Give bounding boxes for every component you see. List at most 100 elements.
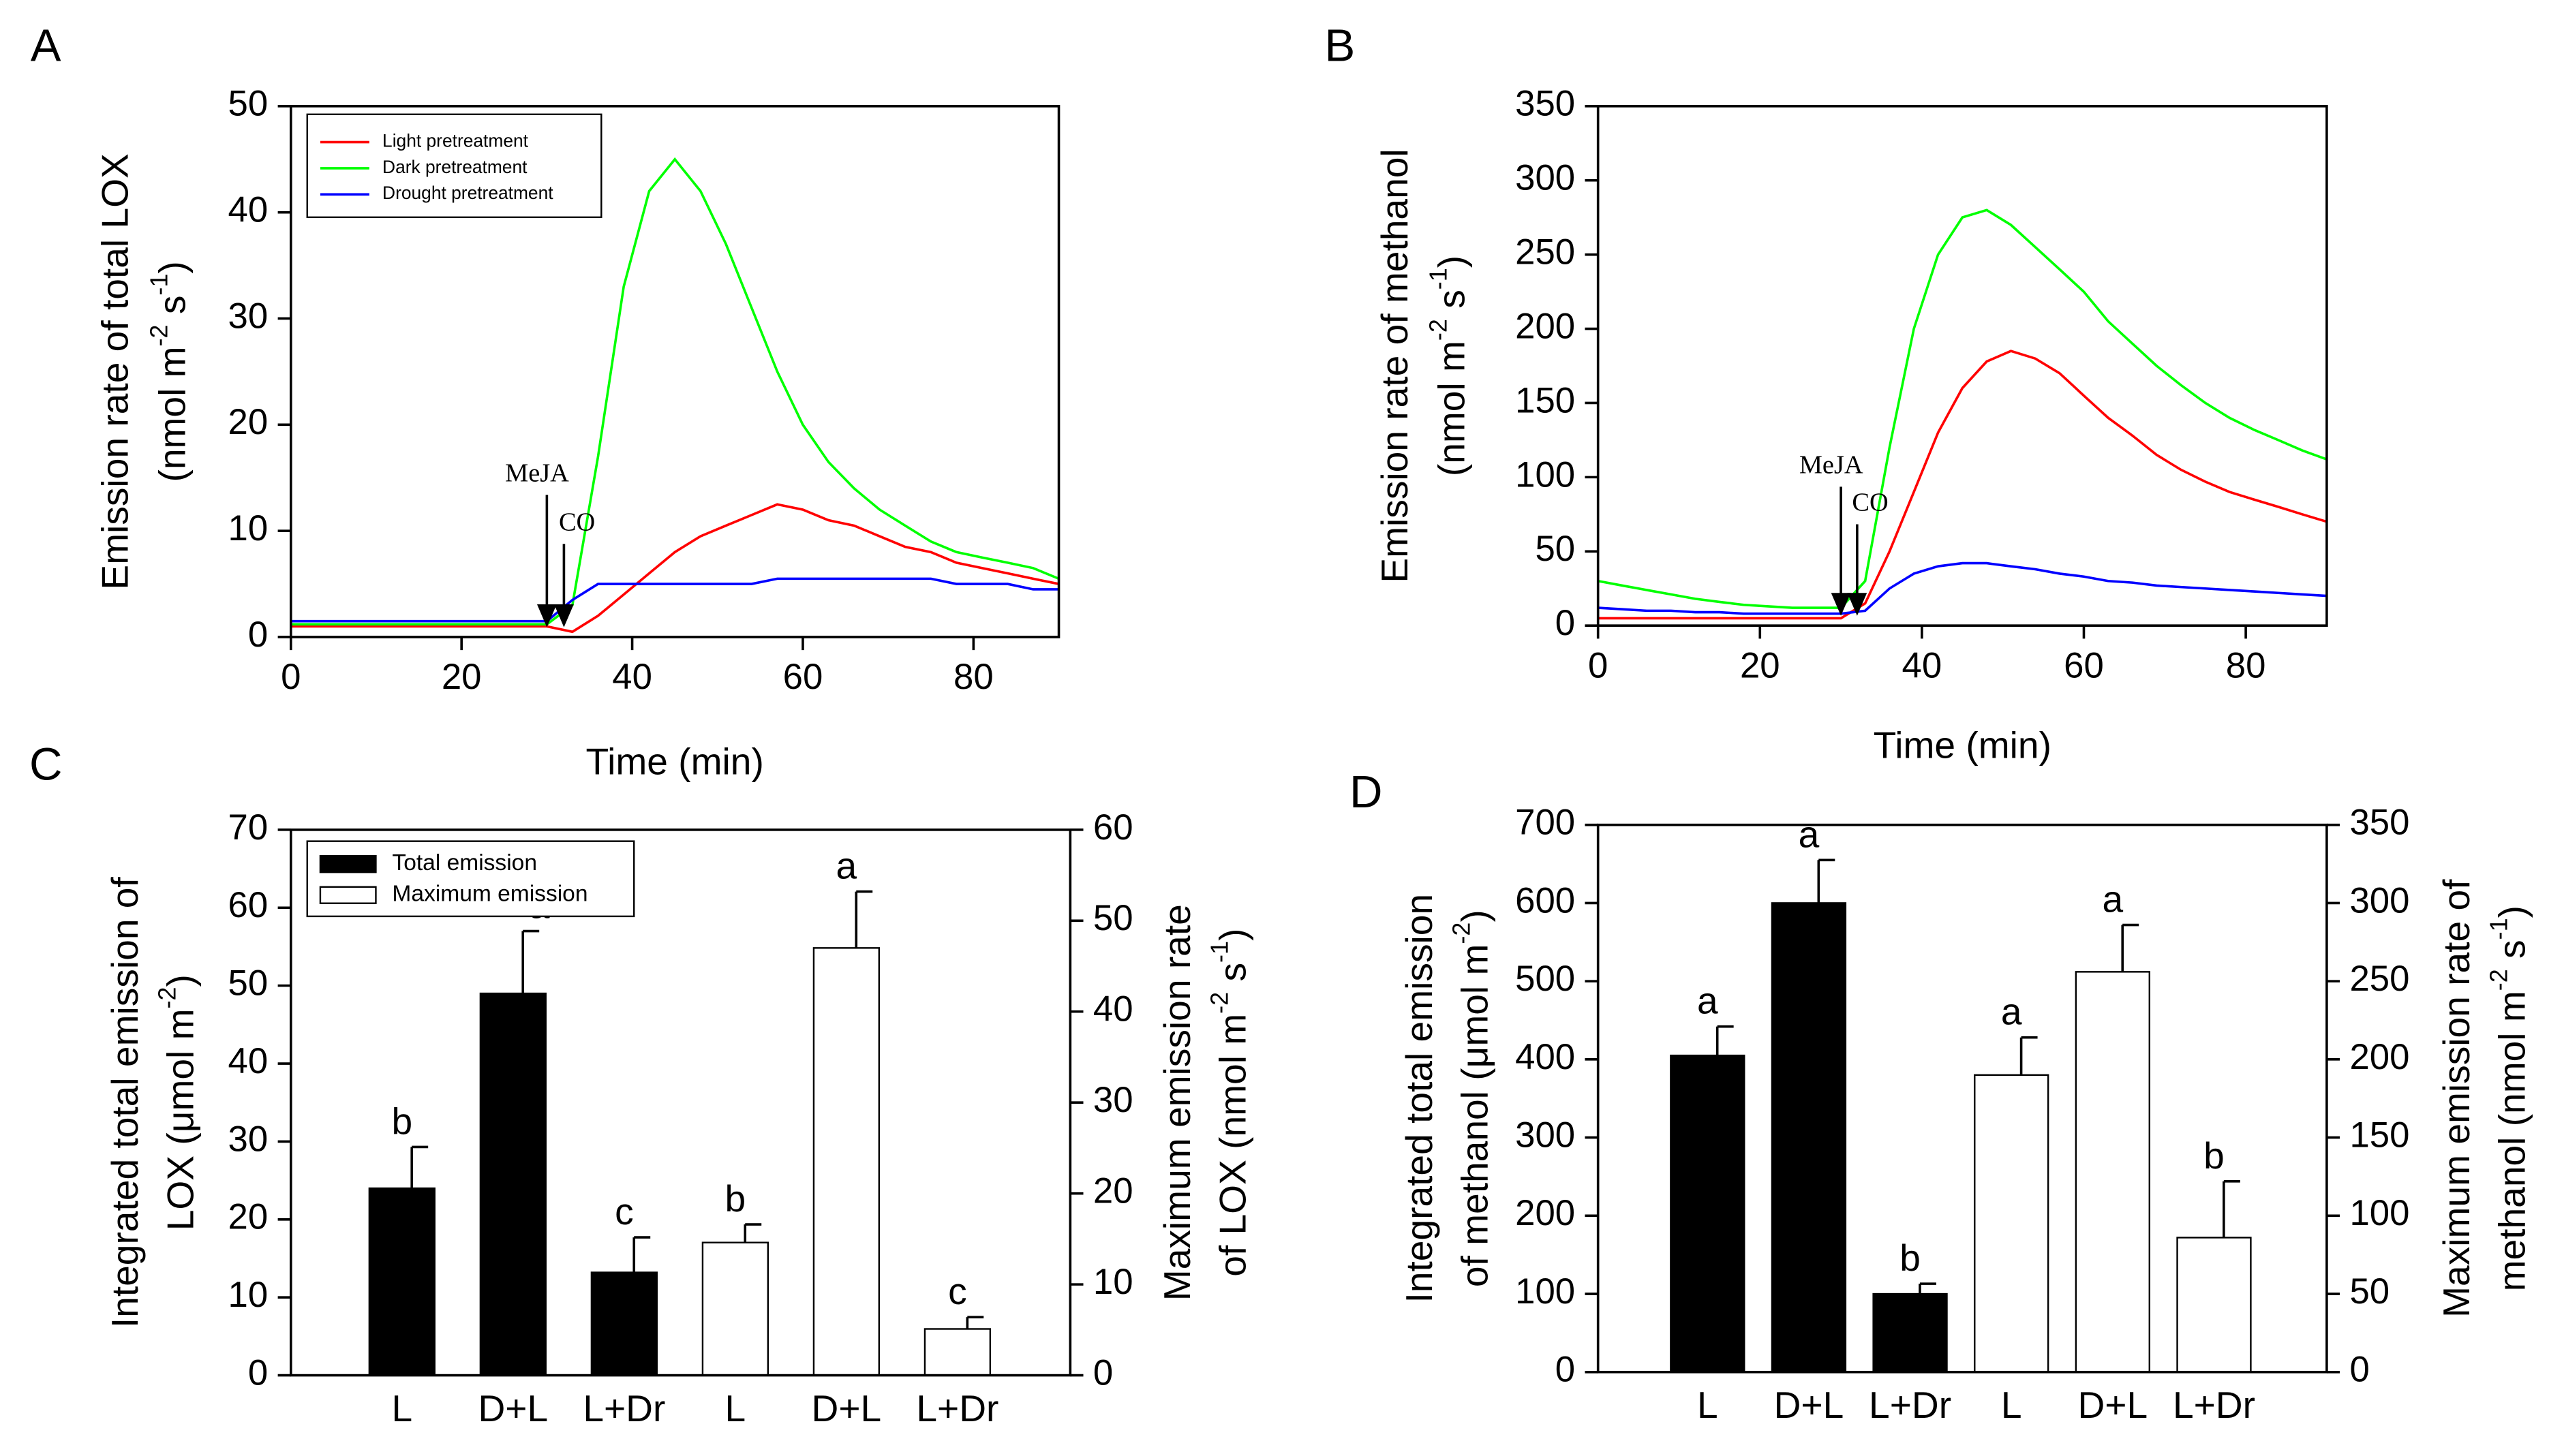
arrow-head [536,604,557,628]
superscript: -2 [2485,969,2513,991]
title-part: Maximum emission rate of [2435,879,2477,1318]
x-tick-label: L [725,1387,746,1429]
significance-letter: a [836,845,857,887]
axis-title: LOX (μmol m-2) [153,974,202,1230]
y-tick-label: 30 [228,1119,269,1159]
axis-title-text: Emission rate of total LOX [93,153,136,589]
y-tick-label: 50 [1535,529,1575,569]
title-part: Emission rate of total LOX [93,153,136,589]
title-part: ) [1430,255,1472,268]
x-tick-label: L [2001,1384,2022,1426]
axis-title: (nmol m-2 s-1) [1424,255,1473,476]
x-tick-label: D+L [478,1387,548,1429]
legend-label: Light pretreatment [382,131,529,151]
plot-frame [289,828,1072,1377]
x-tick-label: D+L [812,1387,882,1429]
y-tick-label: 0 [1555,1350,1575,1390]
y-tick-label: 300 [1515,158,1575,198]
legend-label: Total emission [392,850,537,876]
arrow-head [1847,593,1867,616]
y-tick-label: 100 [1515,454,1575,495]
title-part: s [2490,940,2533,969]
y-tick-label: 20 [228,402,269,442]
y2-tick-label: 150 [2349,1115,2409,1156]
y-tick-label: 10 [228,508,269,548]
line-series [1598,208,2327,609]
superscript: -2 [1447,923,1475,944]
title-part: s [1430,290,1472,319]
axis-title: methanol (nmol m-2 s-1) [2485,905,2533,1291]
y-tick-label: 30 [228,296,269,336]
plot-frame [1596,823,2328,1374]
title-part: Integrated total emission of [104,877,146,1329]
legend-box [306,113,602,219]
x-tick-label: 40 [612,657,652,697]
y-tick-label: 100 [1515,1271,1575,1312]
superscript: -2 [153,987,181,1009]
axis-title-text: of LOX (nmol m-2 s-1) [1205,929,1253,1277]
y2-tick-label: 100 [2349,1193,2409,1233]
x-tick-label: 20 [1740,645,1780,685]
title-part: s [151,296,193,325]
bar [924,1328,992,1376]
significance-letter: a [1799,813,1820,855]
y-tick-label: 0 [1555,603,1575,643]
bar [1974,1074,2049,1373]
significance-letter: b [2203,1134,2225,1177]
legend-swatch [319,855,377,873]
superscript: -2 [1205,992,1233,1014]
y-tick-label: 70 [228,807,269,848]
axis-title: Integrated total emission of [104,877,146,1329]
x-tick-label: L+Dr [916,1387,998,1429]
title-part: of methanol ( [1453,1068,1495,1287]
y-tick-label: 40 [228,190,269,230]
title-part: methanol (nmol m [2490,991,2533,1291]
x-axis-title: Time (min) [586,741,764,783]
y-tick-label: 200 [1515,1193,1575,1233]
y-tick-label: 20 [228,1197,269,1237]
y-tick-label: 400 [1515,1037,1575,1077]
bar [368,1187,436,1376]
y-tick-label: 0 [248,615,268,655]
legend-swatch [319,886,377,904]
y2-tick-label: 10 [1093,1262,1133,1302]
y2-tick-label: 0 [1093,1353,1113,1393]
x-tick-label: 80 [2226,645,2266,685]
superscript: -1 [2485,918,2513,940]
y-tick-label: 250 [1515,232,1575,273]
bar [1670,1054,1745,1373]
arrow-head [1831,593,1851,616]
bar [812,947,881,1376]
x-tick-label: L+Dr [583,1387,665,1429]
bar [701,1241,769,1376]
significance-letter: b [1899,1237,1921,1279]
arrow-head [554,604,574,628]
y2-tick-label: 30 [1093,1080,1133,1120]
legend-label: Dark pretreatment [382,157,528,177]
x-axis-title: Time (min) [1874,724,2051,766]
x-tick-label: 60 [783,657,823,697]
axis-title: Integrated total emission [1397,894,1439,1303]
significance-letter: a [1697,980,1718,1022]
superscript: -2 [145,324,173,346]
x-tick-label: L [1697,1384,1718,1426]
axis-title: Maximum emission rate [1156,904,1198,1301]
title-part: ) [159,974,201,987]
y2-tick-label: 350 [2349,803,2409,843]
bar [2075,971,2150,1373]
y-tick-label: 200 [1515,306,1575,346]
y-tick-label: 40 [228,1041,269,1081]
plot-frame [1596,105,2328,627]
title-part: ) [2490,905,2533,918]
significance-letter: b [725,1177,746,1220]
y2-tick-label: 250 [2349,959,2409,999]
y2-tick-label: 50 [1093,898,1133,938]
significance-letter: c [948,1270,967,1312]
y-tick-label: 60 [228,885,269,925]
axis-title: Maximum emission rate of [2435,879,2477,1318]
axis-title: of LOX (nmol m-2 s-1) [1205,929,1253,1277]
y-tick-label: 50 [228,963,269,1004]
panel-label: C [29,739,62,790]
title-part: (nmol m [1430,341,1472,476]
annotation: CO [559,508,595,536]
